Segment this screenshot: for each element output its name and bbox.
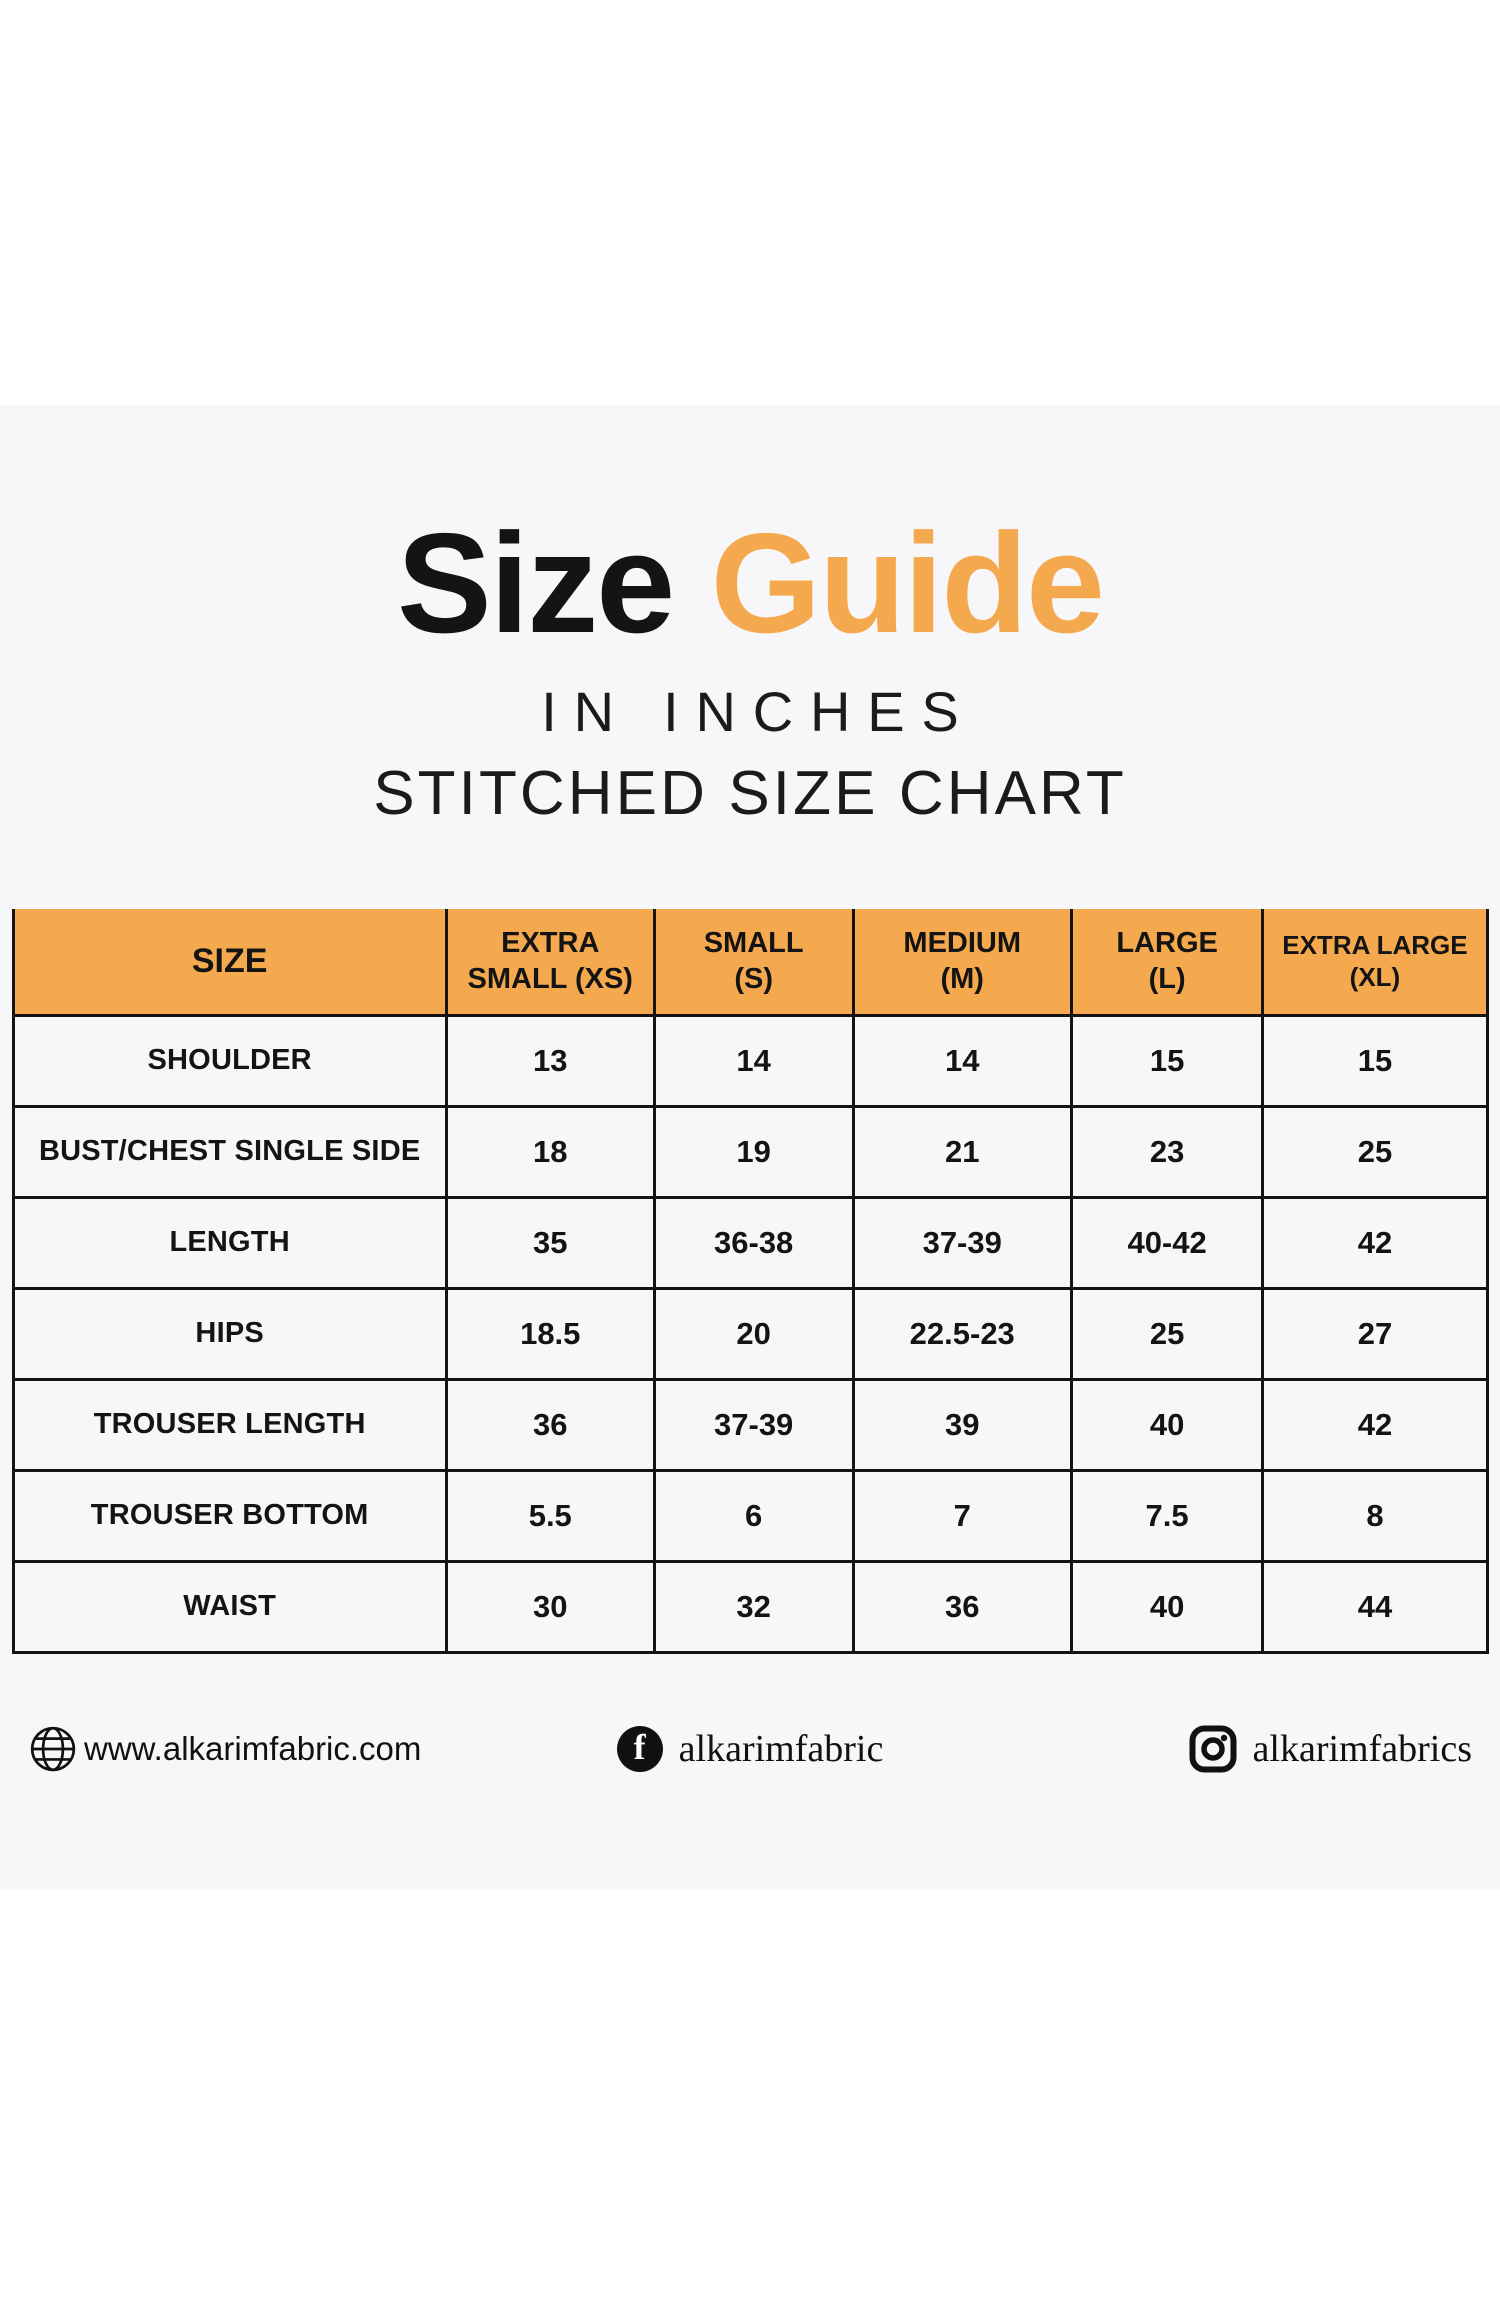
cell-value: 18.5 bbox=[444, 1286, 656, 1381]
cell-value: 8 bbox=[1261, 1468, 1489, 1563]
column-header-medium: MEDIUM (M) bbox=[851, 909, 1073, 1017]
cell-value: 30 bbox=[444, 1559, 656, 1654]
cell-value: 21 bbox=[851, 1104, 1073, 1199]
row-label: BUST/CHEST SINGLE SIDE bbox=[11, 1104, 448, 1199]
cell-value: 36 bbox=[444, 1377, 656, 1472]
cell-value: 6 bbox=[652, 1468, 855, 1563]
instagram-handle: alkarimfabrics bbox=[1252, 1727, 1472, 1770]
facebook-icon: f bbox=[616, 1725, 663, 1772]
subtitle-units: IN INCHES bbox=[541, 680, 976, 743]
facebook-contact: f alkarimfabric bbox=[616, 1725, 884, 1772]
row-label: LENGTH bbox=[11, 1195, 448, 1290]
subtitle-chart-type: STITCHED SIZE CHART bbox=[373, 759, 1127, 828]
cell-value: 37-39 bbox=[851, 1195, 1073, 1290]
column-header-extra-small: EXTRA SMALL (XS) bbox=[444, 909, 656, 1017]
table-header-row: SIZE EXTRA SMALL (XS) SMALL (S) MEDIUM (… bbox=[11, 909, 1489, 1017]
website-url: www.alkarimfabric.com bbox=[84, 1729, 422, 1767]
instagram-contact: alkarimfabrics bbox=[1189, 1725, 1472, 1773]
facebook-handle: alkarimfabric bbox=[678, 1727, 884, 1770]
cell-value: 14 bbox=[652, 1013, 855, 1108]
cell-value: 7.5 bbox=[1069, 1468, 1265, 1563]
column-header-small: SMALL (S) bbox=[652, 909, 855, 1017]
cell-value: 36-38 bbox=[652, 1195, 855, 1290]
cell-value: 27 bbox=[1261, 1286, 1489, 1381]
cell-value: 37-39 bbox=[652, 1377, 855, 1472]
cell-value: 39 bbox=[851, 1377, 1073, 1472]
table-row-trouser-bottom: TROUSER BOTTOM 5.5 6 7 7.5 8 bbox=[11, 1468, 1489, 1563]
row-label: TROUSER BOTTOM bbox=[11, 1468, 448, 1563]
cell-value: 36 bbox=[851, 1559, 1073, 1654]
cell-value: 32 bbox=[652, 1559, 855, 1654]
column-header-large: LARGE (L) bbox=[1069, 909, 1265, 1017]
cell-value: 44 bbox=[1261, 1559, 1489, 1654]
cell-value: 42 bbox=[1261, 1377, 1489, 1472]
cell-value: 15 bbox=[1069, 1013, 1265, 1108]
cell-value: 22.5-23 bbox=[851, 1286, 1073, 1381]
row-label: SHOULDER bbox=[11, 1013, 448, 1108]
cell-value: 42 bbox=[1261, 1195, 1489, 1290]
table-row-trouser-length: TROUSER LENGTH 36 37-39 39 40 42 bbox=[11, 1377, 1489, 1472]
cell-value: 7 bbox=[851, 1468, 1073, 1563]
table-row-waist: WAIST 30 32 36 40 44 bbox=[11, 1559, 1489, 1654]
row-label: HIPS bbox=[11, 1286, 448, 1381]
cell-value: 20 bbox=[652, 1286, 855, 1381]
website-contact: www.alkarimfabric.com bbox=[28, 1724, 421, 1774]
cell-value: 40 bbox=[1069, 1377, 1265, 1472]
row-label: TROUSER LENGTH bbox=[11, 1377, 448, 1472]
cell-value: 14 bbox=[851, 1013, 1073, 1108]
page-title-black: Size bbox=[397, 504, 675, 663]
page-title-orange: Guide bbox=[710, 504, 1105, 663]
row-label: WAIST bbox=[11, 1559, 448, 1654]
cell-value: 40 bbox=[1069, 1559, 1265, 1654]
content-band: Size Guide IN INCHES STITCHED SIZE CHART… bbox=[0, 405, 1500, 1890]
cell-value: 35 bbox=[444, 1195, 656, 1290]
cell-value: 25 bbox=[1261, 1104, 1489, 1199]
table-row-length: LENGTH 35 36-38 37-39 40-42 42 bbox=[11, 1195, 1489, 1290]
cell-value: 5.5 bbox=[444, 1468, 656, 1563]
cell-value: 25 bbox=[1069, 1286, 1265, 1381]
table-row-bust-chest: BUST/CHEST SINGLE SIDE 18 19 21 23 25 bbox=[11, 1104, 1489, 1199]
cell-value: 40-42 bbox=[1069, 1195, 1265, 1290]
table-row-hips: HIPS 18.5 20 22.5-23 25 27 bbox=[11, 1286, 1489, 1381]
size-chart-table: SIZE EXTRA SMALL (XS) SMALL (S) MEDIUM (… bbox=[11, 909, 1489, 1654]
globe-icon bbox=[28, 1724, 78, 1774]
instagram-icon bbox=[1189, 1725, 1237, 1773]
cell-value: 18 bbox=[444, 1104, 656, 1199]
cell-value: 23 bbox=[1069, 1104, 1265, 1199]
column-header-extra-large: EXTRA LARGE (XL) bbox=[1261, 909, 1489, 1017]
cell-value: 19 bbox=[652, 1104, 855, 1199]
table-row-shoulder: SHOULDER 13 14 14 15 15 bbox=[11, 1013, 1489, 1108]
cell-value: 15 bbox=[1261, 1013, 1489, 1108]
column-header-size: SIZE bbox=[11, 909, 448, 1017]
page-title: Size Guide bbox=[0, 405, 1500, 655]
contact-footer: www.alkarimfabric.com f alkarimfabric al… bbox=[28, 1724, 1472, 1774]
cell-value: 13 bbox=[444, 1013, 656, 1108]
